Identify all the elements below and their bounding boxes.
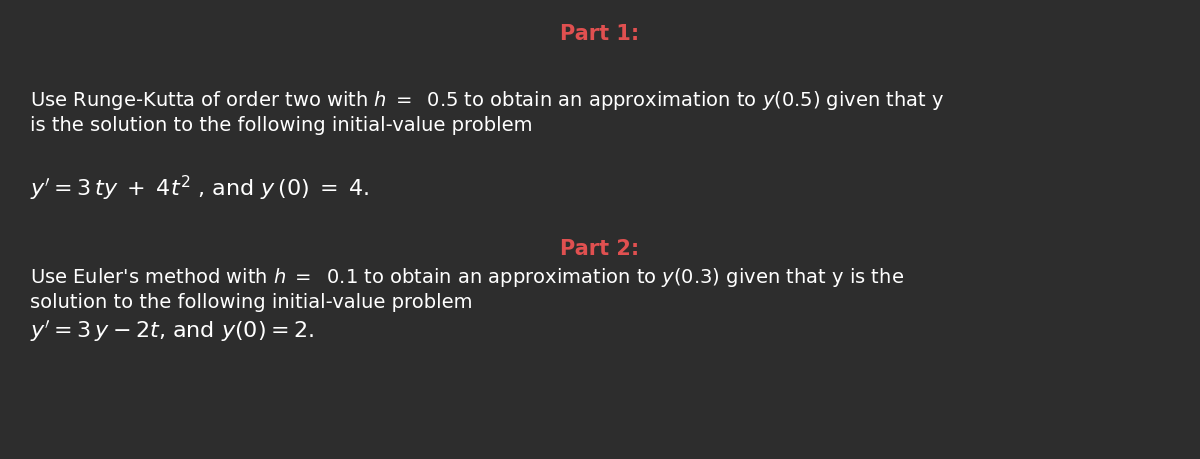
Text: $y' = 3\,ty\;+\;4t^2$ , and $y\,(0)\;=\;4.$: $y' = 3\,ty\;+\;4t^2$ , and $y\,(0)\;=\;… [30, 174, 370, 203]
Text: Use Runge-Kutta of order two with $h\;=\;$ 0.5 to obtain an approximation to $y(: Use Runge-Kutta of order two with $h\;=\… [30, 89, 944, 112]
Text: Part 1:: Part 1: [560, 24, 640, 44]
Text: is the solution to the following initial-value problem: is the solution to the following initial… [30, 116, 533, 135]
Text: Use Euler's method with $h\;=\;$ 0.1 to obtain an approximation to $y(0.3)$ give: Use Euler's method with $h\;=\;$ 0.1 to … [30, 266, 904, 289]
Text: Part 2:: Part 2: [560, 239, 640, 259]
Text: $y' = 3\,y - 2t$, and $y(0) = 2.$: $y' = 3\,y - 2t$, and $y(0) = 2.$ [30, 318, 314, 343]
Text: solution to the following initial-value problem: solution to the following initial-value … [30, 293, 473, 312]
